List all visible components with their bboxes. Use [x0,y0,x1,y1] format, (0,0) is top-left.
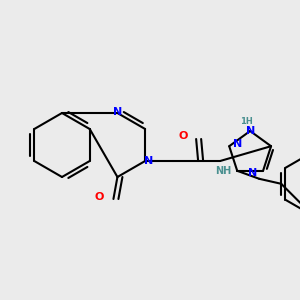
Text: NH: NH [215,166,231,176]
Text: N: N [248,168,258,178]
Text: N: N [232,139,242,149]
Text: O: O [178,131,188,141]
Text: 1H: 1H [240,116,253,125]
Text: N: N [113,107,122,117]
Text: O: O [95,192,104,202]
Text: N: N [245,126,255,136]
Text: N: N [143,156,153,166]
